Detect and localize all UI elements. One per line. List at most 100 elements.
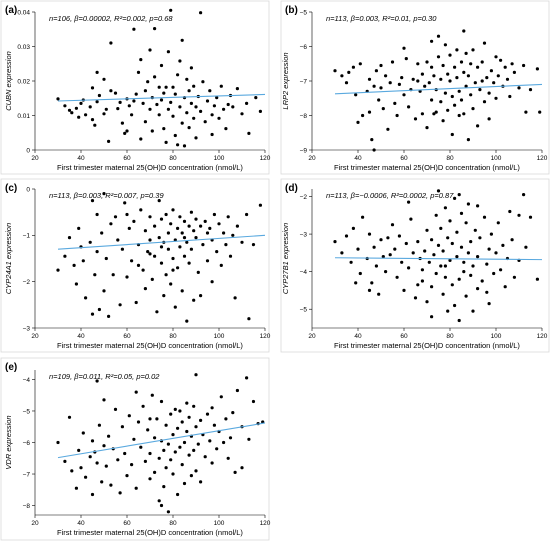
data-point bbox=[118, 303, 122, 307]
data-point bbox=[130, 113, 134, 117]
data-point bbox=[162, 448, 166, 452]
x-tick-label: 80 bbox=[446, 333, 454, 340]
data-point bbox=[157, 499, 161, 503]
data-point bbox=[102, 192, 106, 196]
data-point bbox=[178, 245, 182, 249]
regression-line bbox=[334, 257, 543, 261]
data-point bbox=[466, 74, 470, 78]
data-point bbox=[166, 510, 170, 514]
data-point bbox=[93, 123, 97, 127]
data-point bbox=[118, 491, 122, 495]
data-point bbox=[130, 463, 134, 467]
data-point bbox=[508, 209, 512, 214]
data-point bbox=[402, 93, 406, 97]
data-point bbox=[393, 247, 397, 251]
data-point bbox=[107, 139, 111, 143]
data-point bbox=[180, 463, 184, 467]
stats-annotation: n=113, β=0.003, R²=0.007, p=0.39 bbox=[49, 191, 164, 200]
data-point bbox=[351, 65, 355, 69]
panel-letter: (a) bbox=[5, 5, 17, 16]
data-point bbox=[494, 55, 498, 59]
data-point bbox=[169, 458, 173, 462]
data-point bbox=[162, 485, 166, 489]
data-point bbox=[148, 252, 152, 256]
data-point bbox=[74, 486, 78, 490]
data-point bbox=[192, 116, 196, 120]
data-point bbox=[466, 138, 470, 142]
y-tick-label: 0 bbox=[26, 147, 30, 154]
data-point bbox=[254, 96, 258, 100]
data-point bbox=[157, 113, 161, 117]
data-point bbox=[436, 189, 441, 193]
data-point bbox=[201, 243, 205, 247]
data-point bbox=[97, 423, 101, 427]
data-point bbox=[395, 275, 399, 279]
data-point bbox=[443, 43, 447, 47]
data-point bbox=[508, 94, 512, 99]
data-point bbox=[416, 62, 420, 66]
data-point bbox=[505, 77, 510, 81]
data-point bbox=[171, 433, 175, 437]
data-point bbox=[90, 439, 95, 443]
data-point bbox=[162, 91, 166, 95]
data-point bbox=[157, 85, 161, 89]
data-point bbox=[453, 196, 457, 200]
data-point bbox=[159, 399, 164, 404]
data-point bbox=[487, 247, 491, 251]
data-point bbox=[150, 393, 154, 397]
x-tick-label: 60 bbox=[123, 520, 131, 527]
data-point bbox=[187, 224, 191, 228]
x-tick-label: 20 bbox=[31, 155, 39, 162]
data-point bbox=[136, 70, 141, 74]
x-tick-label: 40 bbox=[77, 520, 85, 527]
data-point bbox=[439, 264, 443, 268]
data-point bbox=[381, 107, 385, 111]
data-point bbox=[113, 407, 118, 411]
data-point bbox=[93, 273, 97, 277]
data-point bbox=[524, 245, 528, 249]
x-tick-label: 20 bbox=[308, 155, 316, 162]
data-point bbox=[132, 27, 136, 31]
data-point bbox=[372, 84, 376, 88]
panel-frame bbox=[280, 178, 550, 353]
data-point bbox=[111, 273, 115, 277]
data-point bbox=[395, 113, 399, 118]
stats-annotation: n=109, β=0.011, R²=0.05, p=0.02 bbox=[49, 372, 160, 381]
data-point bbox=[434, 110, 438, 114]
data-point bbox=[139, 445, 143, 449]
data-point bbox=[432, 112, 436, 116]
y-axis-label: CYP27B1 expression bbox=[281, 223, 290, 294]
x-tick-label: 120 bbox=[260, 520, 271, 527]
data-point bbox=[77, 226, 81, 230]
x-axis-label: First trimester maternal 25(OH)D concent… bbox=[57, 341, 243, 350]
data-point bbox=[462, 70, 466, 74]
data-point bbox=[455, 48, 459, 52]
data-point bbox=[118, 100, 122, 104]
data-point bbox=[189, 101, 193, 105]
data-point bbox=[180, 38, 184, 42]
data-point bbox=[153, 75, 157, 79]
data-point bbox=[436, 55, 441, 59]
data-point bbox=[219, 263, 223, 267]
data-point bbox=[372, 245, 376, 249]
data-point bbox=[116, 238, 120, 242]
data-point bbox=[95, 100, 99, 104]
data-point bbox=[215, 250, 219, 254]
y-tick-label: −6 bbox=[23, 440, 31, 447]
data-point bbox=[469, 240, 473, 244]
data-point bbox=[251, 399, 256, 404]
data-point bbox=[150, 277, 154, 281]
data-point bbox=[180, 231, 184, 235]
data-point bbox=[192, 84, 196, 88]
data-point bbox=[102, 444, 106, 448]
data-point bbox=[189, 247, 193, 251]
y-tick-label: −8 bbox=[23, 503, 31, 510]
data-point bbox=[469, 273, 473, 277]
data-point bbox=[441, 292, 445, 296]
data-point bbox=[494, 96, 498, 100]
data-point bbox=[340, 74, 344, 78]
data-point bbox=[74, 106, 78, 110]
data-point bbox=[379, 86, 383, 90]
data-point bbox=[476, 204, 480, 208]
data-point bbox=[231, 233, 235, 237]
